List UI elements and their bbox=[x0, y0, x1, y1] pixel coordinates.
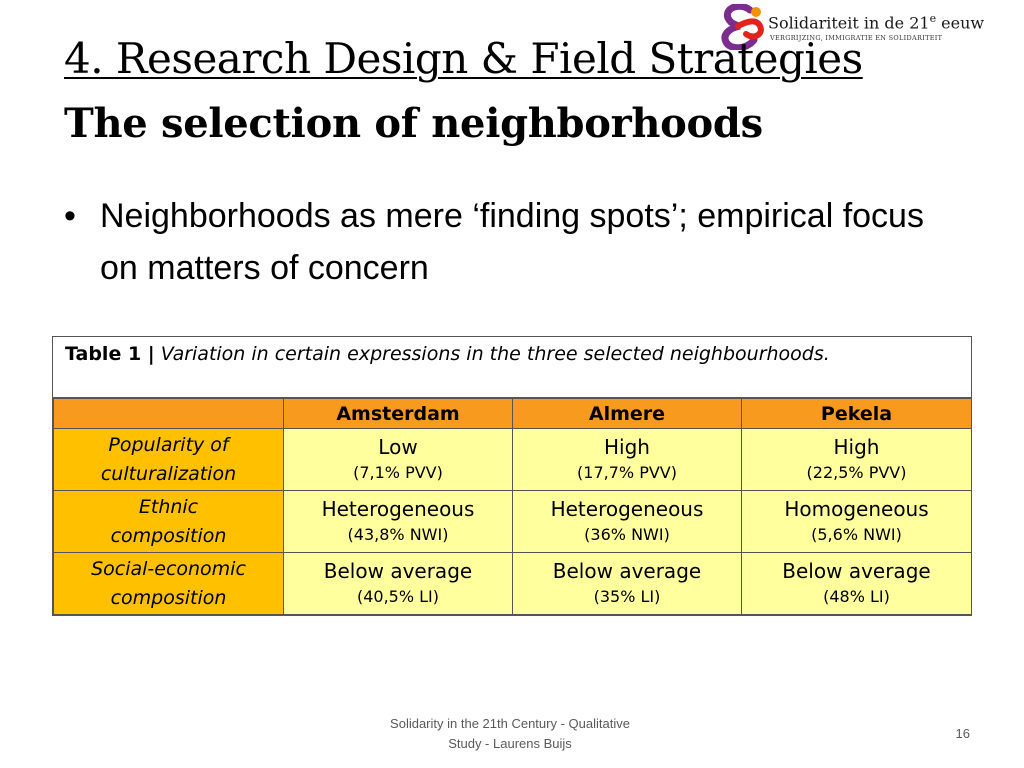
page-number: 16 bbox=[955, 726, 970, 741]
bullet-item: • Neighborhoods as mere ‘finding spots’;… bbox=[64, 190, 924, 294]
bullet-text: Neighborhoods as mere ‘finding spots’; e… bbox=[100, 197, 924, 287]
data-table: Table 1 | Variation in certain expressio… bbox=[52, 336, 972, 616]
header-empty-cell bbox=[53, 398, 284, 429]
table-caption-text: Variation in certain expressions in the … bbox=[160, 343, 830, 365]
table-cell: Below average (40,5% LI) bbox=[283, 552, 513, 615]
table-cell: High (17,7% PVV) bbox=[512, 428, 742, 491]
table-header-row: Amsterdam Almere Pekela bbox=[53, 398, 972, 429]
comparison-table: Amsterdam Almere Pekela Popularity of cul… bbox=[53, 398, 972, 615]
logo: Solidariteit in de 21e eeuw vergrijzing,… bbox=[716, 4, 1016, 52]
slide-title: 4. Research Design & Field Strategies bbox=[64, 34, 863, 83]
table-cell: High (22,5% PVV) bbox=[741, 428, 972, 491]
table-row: Popularity of culturalization Low (7,1% PV… bbox=[53, 428, 972, 491]
row-label: Ethnic composition bbox=[53, 490, 284, 553]
table-row: Social-economic composition Below average… bbox=[53, 552, 972, 615]
table-cell: Below average (35% LI) bbox=[512, 552, 742, 615]
row-label: Popularity of culturalization bbox=[53, 428, 284, 491]
row-label: Social-economic composition bbox=[53, 552, 284, 615]
slide-subtitle: The selection of neighborhoods bbox=[64, 100, 763, 147]
footer-text: Solidarity in the 21th Century - Qualita… bbox=[340, 714, 680, 754]
column-header: Amsterdam bbox=[283, 398, 513, 429]
table-cell: Below average (48% LI) bbox=[741, 552, 972, 615]
table-cell: Homogeneous (5,6% NWI) bbox=[741, 490, 972, 553]
column-header: Pekela bbox=[741, 398, 972, 429]
table-row: Ethnic composition Heterogeneous (43,8% NW… bbox=[53, 490, 972, 553]
table-cell: Low (7,1% PVV) bbox=[283, 428, 513, 491]
footer-line1: Solidarity in the 21th Century - Qualita… bbox=[390, 716, 630, 731]
ampersand-logo-icon bbox=[721, 4, 764, 50]
table-cell: Heterogeneous (43,8% NWI) bbox=[283, 490, 513, 553]
table-caption-label: Table 1 | bbox=[65, 343, 155, 365]
table-cell: Heterogeneous (36% NWI) bbox=[512, 490, 742, 553]
column-header: Almere bbox=[512, 398, 742, 429]
table-caption: Table 1 | Variation in certain expressio… bbox=[53, 337, 971, 398]
footer-line2: Study - Laurens Buijs bbox=[448, 736, 572, 751]
bullet-icon: • bbox=[64, 197, 76, 235]
logo-title: Solidariteit in de 21e eeuw bbox=[768, 12, 985, 33]
logo-subtitle: vergrijzing, immigratie en solidariteit bbox=[770, 34, 943, 42]
